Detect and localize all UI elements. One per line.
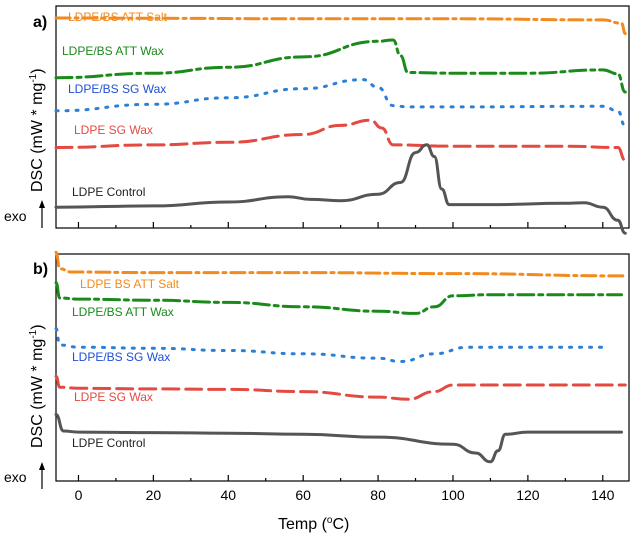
series-label: LDPE BS ATT Salt: [80, 277, 180, 291]
series-label: LDPE/BS SG Wax: [72, 350, 170, 364]
panel-b-label: b): [33, 261, 48, 278]
x-tick-label: 40: [220, 487, 236, 503]
panel-a-exo-arrow-icon: [39, 200, 45, 228]
panel-a-ylabel: DSC (mW * mg-1): [28, 68, 46, 192]
x-tick-label: 120: [516, 487, 540, 503]
panel-b-exo-arrow-icon: [39, 462, 45, 489]
series-label: LDPE SG Wax: [74, 390, 153, 404]
series-label: LDPE Control: [72, 185, 145, 199]
x-tick-label: 100: [441, 487, 465, 503]
x-tick-label: 0: [75, 487, 83, 503]
series-label: LDPE SG Wax: [74, 123, 153, 137]
series-label: LDPE Control: [72, 436, 145, 450]
panel-a-series-labels: LDPE/BS ATT Salt LDPE/BS ATT Wax LDPE/BS S…: [62, 10, 168, 199]
panel-b-ylabel: DSC (mW * mg-1): [28, 324, 46, 448]
series-label: LDPE/BS ATT Wax: [72, 305, 174, 319]
series-label: LDPE/BS SG Wax: [68, 82, 166, 96]
panel-b-exo-label: exo: [4, 469, 27, 485]
panel-a-exo-label: exo: [4, 208, 27, 224]
series-label: LDPE/BS ATT Salt: [68, 10, 168, 24]
x-tick-label: 60: [295, 487, 311, 503]
x-tick-label: 140: [591, 487, 615, 503]
x-tick-label: 80: [370, 487, 386, 503]
x-axis-label: Temp (oC): [278, 515, 349, 533]
series-line-ldpe-bs-att-salt: [56, 252, 625, 276]
series-label: LDPE/BS ATT Wax: [62, 44, 164, 58]
x-tick-label: 20: [146, 487, 162, 503]
panel-a-label: a): [33, 14, 47, 31]
panel-b-series-labels: LDPE BS ATT Salt LDPE/BS ATT Wax LDPE/BS S…: [72, 277, 180, 450]
